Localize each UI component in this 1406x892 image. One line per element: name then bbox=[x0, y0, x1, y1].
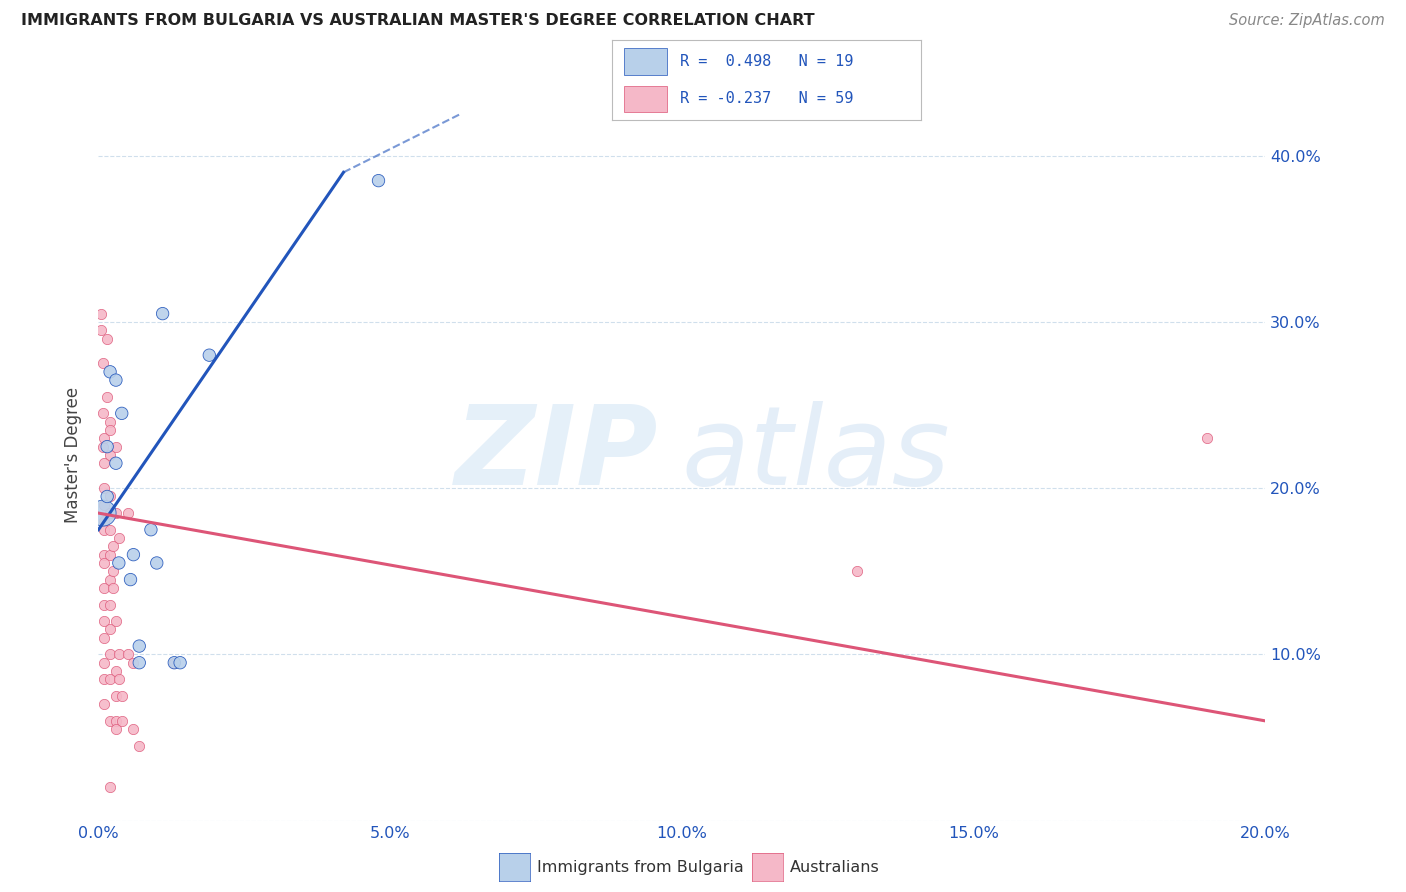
Text: Australians: Australians bbox=[790, 860, 880, 874]
Point bbox=[93, 548, 115, 562]
Point bbox=[122, 656, 145, 670]
Point bbox=[98, 648, 121, 662]
Point bbox=[198, 348, 221, 362]
Point bbox=[108, 673, 131, 687]
Point bbox=[104, 614, 127, 628]
Point bbox=[98, 673, 121, 687]
Point bbox=[98, 523, 121, 537]
Point bbox=[98, 423, 121, 437]
Point bbox=[93, 614, 115, 628]
Point bbox=[845, 564, 868, 578]
Point bbox=[128, 639, 150, 653]
Point bbox=[93, 673, 115, 687]
Point bbox=[101, 539, 124, 553]
Point bbox=[98, 714, 121, 728]
Point bbox=[93, 631, 115, 645]
Y-axis label: Master's Degree: Master's Degree bbox=[65, 387, 83, 523]
Point bbox=[98, 506, 121, 520]
Point bbox=[90, 323, 112, 337]
Point bbox=[93, 698, 115, 712]
Point bbox=[163, 656, 186, 670]
Point bbox=[169, 656, 191, 670]
Point bbox=[104, 506, 127, 520]
Point bbox=[98, 623, 121, 637]
Point bbox=[93, 515, 115, 529]
Point bbox=[93, 431, 115, 445]
Point bbox=[128, 739, 150, 753]
Point bbox=[91, 440, 114, 454]
Point bbox=[108, 556, 131, 570]
Point bbox=[117, 506, 139, 520]
Point bbox=[139, 523, 162, 537]
Point bbox=[96, 440, 118, 454]
Point bbox=[108, 531, 131, 545]
Point bbox=[117, 648, 139, 662]
Point bbox=[1195, 431, 1218, 445]
Point bbox=[96, 332, 118, 346]
Point bbox=[163, 656, 186, 670]
Point bbox=[104, 440, 127, 454]
Text: R = -0.237   N = 59: R = -0.237 N = 59 bbox=[679, 91, 853, 106]
Point bbox=[91, 506, 114, 520]
Point bbox=[93, 656, 115, 670]
Point bbox=[93, 498, 115, 512]
Point bbox=[93, 598, 115, 612]
Point bbox=[104, 373, 127, 387]
Point bbox=[108, 648, 131, 662]
Point bbox=[122, 548, 145, 562]
Point bbox=[98, 780, 121, 795]
Point bbox=[93, 456, 115, 470]
Point bbox=[98, 548, 121, 562]
Point bbox=[146, 556, 169, 570]
Point bbox=[101, 564, 124, 578]
Point bbox=[93, 481, 115, 495]
Point bbox=[93, 523, 115, 537]
Point bbox=[111, 689, 134, 703]
FancyBboxPatch shape bbox=[624, 86, 668, 112]
Point bbox=[98, 598, 121, 612]
Point bbox=[98, 490, 121, 504]
Point bbox=[98, 415, 121, 429]
Text: Source: ZipAtlas.com: Source: ZipAtlas.com bbox=[1229, 13, 1385, 29]
Point bbox=[128, 656, 150, 670]
Text: Immigrants from Bulgaria: Immigrants from Bulgaria bbox=[537, 860, 744, 874]
FancyBboxPatch shape bbox=[624, 48, 668, 75]
Point bbox=[104, 456, 127, 470]
Point bbox=[111, 714, 134, 728]
Point bbox=[120, 573, 142, 587]
Point bbox=[93, 581, 115, 595]
Point bbox=[96, 390, 118, 404]
Point bbox=[111, 406, 134, 420]
Point bbox=[90, 307, 112, 321]
Point bbox=[91, 406, 114, 420]
Point bbox=[367, 173, 389, 187]
Point bbox=[93, 556, 115, 570]
Point bbox=[96, 490, 118, 504]
Point bbox=[104, 664, 127, 678]
Point bbox=[98, 573, 121, 587]
Point bbox=[101, 581, 124, 595]
Point bbox=[104, 714, 127, 728]
Point bbox=[104, 723, 127, 737]
Point bbox=[91, 356, 114, 370]
Text: atlas: atlas bbox=[682, 401, 950, 508]
Point bbox=[122, 723, 145, 737]
Point bbox=[98, 448, 121, 462]
Text: R =  0.498   N = 19: R = 0.498 N = 19 bbox=[679, 54, 853, 70]
Point bbox=[152, 307, 174, 321]
Point bbox=[98, 365, 121, 379]
Text: ZIP: ZIP bbox=[456, 401, 658, 508]
Point bbox=[104, 689, 127, 703]
Text: IMMIGRANTS FROM BULGARIA VS AUSTRALIAN MASTER'S DEGREE CORRELATION CHART: IMMIGRANTS FROM BULGARIA VS AUSTRALIAN M… bbox=[21, 13, 814, 29]
